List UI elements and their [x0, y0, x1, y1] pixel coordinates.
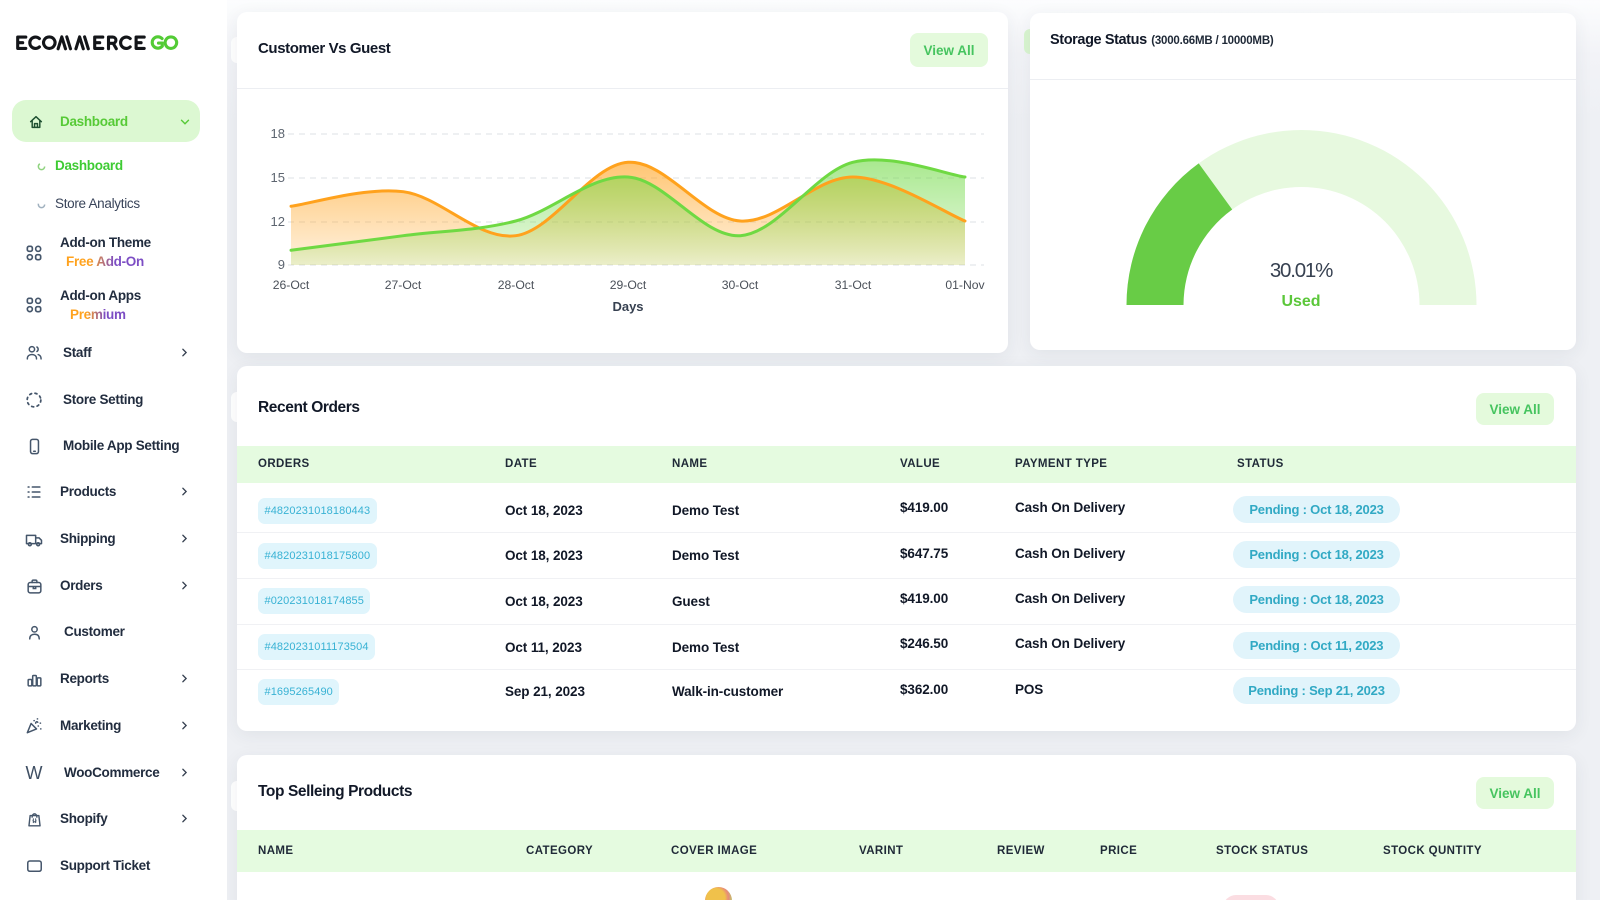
svg-text:27-Oct: 27-Oct [385, 278, 422, 292]
svg-text:30.01%: 30.01% [1270, 259, 1333, 282]
svg-text:15: 15 [271, 170, 285, 185]
svg-text:01-Nov: 01-Nov [945, 278, 985, 292]
svg-text:29-Oct: 29-Oct [610, 278, 647, 292]
svg-text:12: 12 [271, 214, 285, 229]
svg-text:18: 18 [271, 126, 285, 141]
svg-text:31-Oct: 31-Oct [835, 278, 872, 292]
svg-text:26-Oct: 26-Oct [273, 278, 310, 292]
svg-text:28-Oct: 28-Oct [498, 278, 535, 292]
svg-text:30-Oct: 30-Oct [722, 278, 759, 292]
svg-text:9: 9 [278, 257, 285, 272]
svg-text:Used: Used [1281, 293, 1320, 310]
